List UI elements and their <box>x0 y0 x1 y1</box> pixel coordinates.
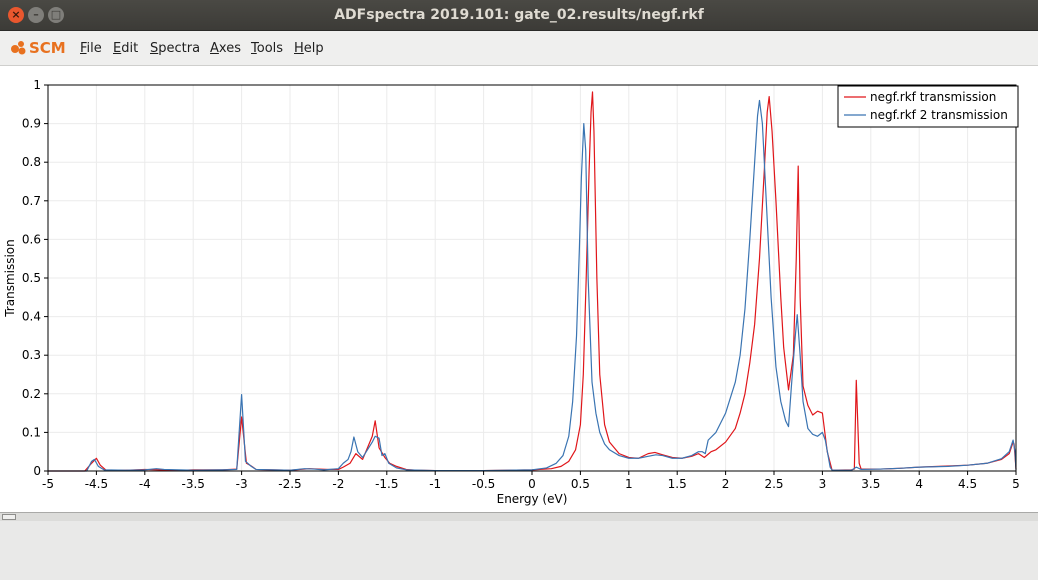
window-title: ADFspectra 2019.101: gate_02.results/neg… <box>334 7 704 23</box>
y-tick-label: 0.8 <box>22 155 41 169</box>
x-tick-label: -4.5 <box>85 477 108 491</box>
y-tick-label: 0.5 <box>22 271 41 285</box>
legend-box <box>837 85 1019 128</box>
x-tick-label: 5 <box>1012 477 1020 491</box>
window-close-button[interactable]: × <box>8 7 24 23</box>
y-axis-label: Transmission <box>3 239 17 318</box>
scm-logo-icon <box>11 41 26 55</box>
y-tick-label: 0.6 <box>22 232 41 246</box>
menu-tools[interactable]: Tools <box>251 41 284 56</box>
y-tick-label: 0.2 <box>22 387 41 401</box>
x-tick-label: 2.5 <box>764 477 783 491</box>
x-tick-label: 4.5 <box>958 477 977 491</box>
x-tick-label: -1 <box>429 477 441 491</box>
bottom-panel <box>0 521 1038 580</box>
window-minimize-button[interactable]: – <box>28 7 44 23</box>
scm-logo[interactable]: SCM <box>10 39 66 57</box>
transmission-chart[interactable]: -5 -4.5 -4 -3.5 -3 -2.5 -2 -1.5 -1 -0.5 0 0.5 1 1.5 2 2… <box>0 66 1038 512</box>
menu-file[interactable]: File <box>80 41 102 56</box>
scm-logo-text: SCM <box>29 39 66 57</box>
x-tick-label: 4 <box>915 477 923 491</box>
menu-edit[interactable]: Edit <box>113 41 139 56</box>
x-tick-label: -0.5 <box>472 477 495 491</box>
grid-lines <box>47 84 1017 472</box>
menu-help[interactable]: Help <box>294 41 324 56</box>
legend-label-series-1: negf.rkf transmission <box>870 90 996 104</box>
x-tick-label: 0 <box>528 477 536 491</box>
x-tick-label: -2.5 <box>278 477 301 491</box>
menu-bar: SCM File Edit Spectra Axes Tools Help <box>0 31 1038 66</box>
x-tick-label: -1.5 <box>375 477 398 491</box>
y-tick-label: 0.1 <box>22 425 41 439</box>
x-tick-label: 2 <box>722 477 730 491</box>
y-tick-label: 0 <box>33 464 41 478</box>
x-tick-label: -3 <box>236 477 248 491</box>
plot-area[interactable]: -5 -4.5 -4 -3.5 -3 -2.5 -2 -1.5 -1 -0.5 0 0.5 1 1.5 2 2… <box>0 66 1038 512</box>
splitter-handle[interactable] <box>2 514 16 520</box>
x-tick-label: -4 <box>139 477 151 491</box>
y-tick-label: 0.7 <box>22 194 41 208</box>
x-tick-label: -5 <box>42 477 54 491</box>
x-axis-label: Energy (eV) <box>497 492 568 506</box>
x-tick-label: 0.5 <box>571 477 590 491</box>
y-tick-label: 0.3 <box>22 348 41 362</box>
x-tick-label: -2 <box>332 477 344 491</box>
y-tick-label: 1 <box>33 78 41 92</box>
title-bar: × – □ ADFspectra 2019.101: gate_02.resul… <box>0 0 1038 31</box>
x-axis: -5 -4.5 -4 -3.5 -3 -2.5 -2 -1.5 -1 -0.5 0 0.5 1 1.5 2 2… <box>42 471 1020 491</box>
x-tick-label: 3 <box>819 477 827 491</box>
x-tick-label: 3.5 <box>861 477 880 491</box>
y-tick-label: 0.9 <box>22 117 41 131</box>
menu-axes[interactable]: Axes <box>210 41 241 56</box>
y-tick-label: 0.4 <box>22 310 41 324</box>
y-axis: 0 0.1 0.2 0.3 0.4 0.5 0.6 0.7 0.8 0.9 1 <box>22 78 48 478</box>
menu-spectra[interactable]: Spectra <box>150 41 201 56</box>
x-tick-label: 1 <box>625 477 633 491</box>
series-line-2 <box>48 99 1017 472</box>
legend-label-series-2: negf.rkf 2 transmission <box>870 108 1008 122</box>
series-lines <box>48 91 1017 472</box>
x-tick-label: -3.5 <box>181 477 204 491</box>
window-maximize-button[interactable]: □ <box>48 7 64 23</box>
legend[interactable]: negf.rkf transmission negf.rkf 2 transmi… <box>837 85 1019 128</box>
x-tick-label: 1.5 <box>668 477 687 491</box>
